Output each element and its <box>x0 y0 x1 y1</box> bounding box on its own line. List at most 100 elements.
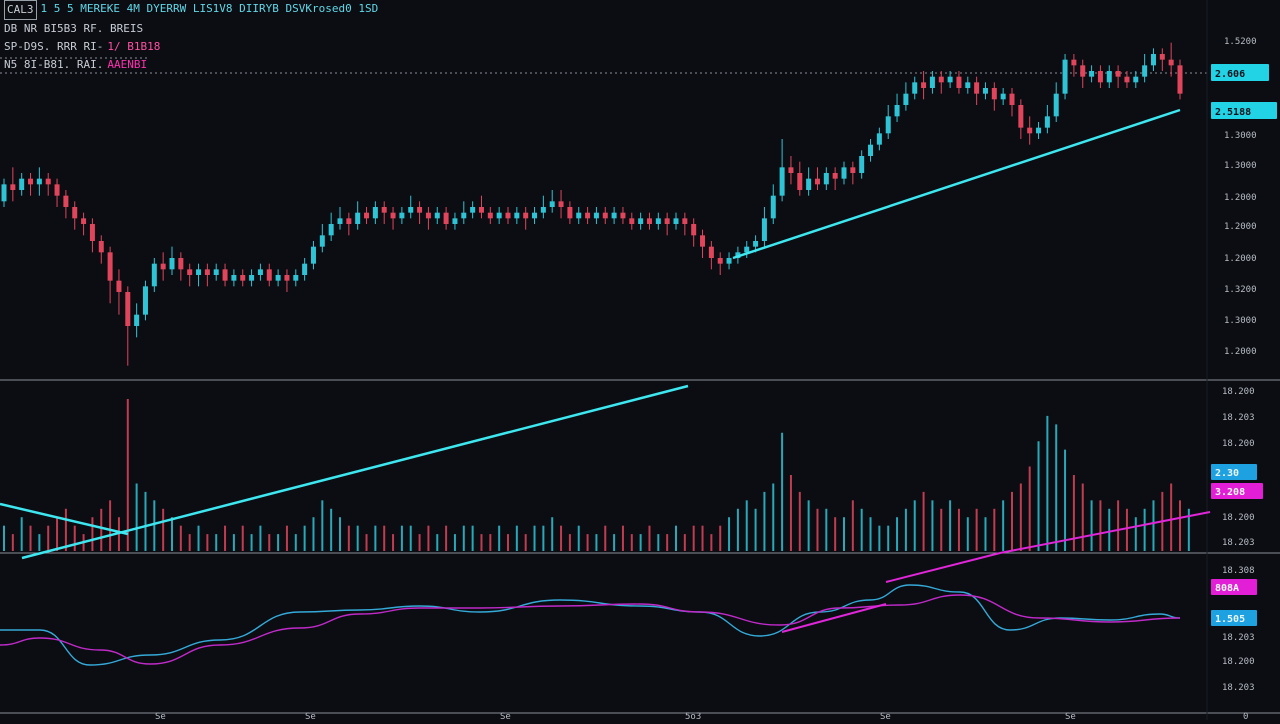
macd-panel[interactable] <box>0 584 1181 666</box>
candle-body <box>107 252 113 281</box>
candle-body <box>1044 116 1050 128</box>
trend-lines[interactable] <box>0 108 1211 633</box>
candle <box>134 303 140 338</box>
candle <box>89 218 95 253</box>
candle <box>761 207 767 247</box>
candle <box>169 246 175 275</box>
macd-badge-blue-text: 1.505 <box>1215 614 1245 625</box>
candle <box>275 269 281 287</box>
candle <box>859 150 865 179</box>
candle <box>1044 105 1050 134</box>
candle <box>54 178 60 207</box>
candle <box>708 241 714 270</box>
candle-body <box>841 167 847 179</box>
candle <box>28 173 34 196</box>
candle <box>1106 65 1112 88</box>
candle <box>1159 48 1165 71</box>
candle <box>806 167 812 196</box>
candle-body <box>532 212 538 219</box>
candle-body <box>434 212 440 219</box>
candle <box>850 161 856 185</box>
candle-body <box>602 212 608 219</box>
candle-body <box>1142 65 1148 77</box>
symbol-box[interactable]: CAL3 <box>4 0 37 20</box>
candle <box>700 229 706 258</box>
candle-body <box>717 258 723 264</box>
candle-body <box>169 258 175 270</box>
candle-body <box>142 286 148 315</box>
candle <box>841 161 847 185</box>
candle-body <box>761 218 767 241</box>
candle <box>178 252 184 281</box>
candle <box>974 76 980 105</box>
candle <box>1168 42 1174 77</box>
candle-body <box>478 207 484 213</box>
candle <box>1080 59 1086 88</box>
candle <box>638 212 644 230</box>
candle <box>593 207 599 224</box>
candle <box>646 212 652 230</box>
candle <box>470 201 476 219</box>
candle-body <box>956 76 962 88</box>
candle-body <box>1168 59 1174 66</box>
candle <box>982 82 988 100</box>
candle <box>576 207 582 224</box>
candle <box>1018 99 1024 139</box>
price-badge-high-text: 2.606 <box>1215 69 1245 80</box>
candle-body <box>390 212 396 219</box>
price-tick-label: 1.5200 <box>1224 37 1257 47</box>
macd-tick-label: 18.203 <box>1222 633 1255 643</box>
candle-body <box>779 167 785 196</box>
time-tick-label: 0 <box>1243 712 1248 720</box>
candle <box>1036 122 1042 139</box>
price-candles[interactable] <box>1 42 1183 366</box>
candle-body <box>328 224 334 236</box>
candle-body <box>89 224 95 241</box>
candle <box>823 167 829 190</box>
price-badge-high: 2.606 <box>1211 64 1269 81</box>
legend-row-3: N5 8I-B81. RAI. AAENBI <box>4 56 378 74</box>
candle-body <box>302 263 308 275</box>
macd-tick-label: 18.200 <box>1222 657 1255 667</box>
candle-body <box>788 167 794 173</box>
candle-body <box>443 212 449 224</box>
candle-body <box>310 246 316 264</box>
legend-text-2: SP-D9S. RRR RI- <box>4 40 104 53</box>
candle-body <box>452 218 458 224</box>
candle-body <box>275 275 281 281</box>
legend-row-0: CAL3 1 5 5 MEREKE 4M DYERRW LIS1V8 DIIRY… <box>4 0 378 20</box>
candle-body <box>585 212 591 219</box>
legend-text-0: 1 5 5 MEREKE 4M DYERRW LIS1V8 DIIRYB DSV… <box>40 2 379 15</box>
volume-histogram[interactable] <box>3 399 1190 551</box>
candle <box>10 167 16 202</box>
candle <box>63 190 69 219</box>
candle-body <box>1089 71 1095 77</box>
price-badge-current: 2.5188 <box>1211 102 1277 119</box>
candle-body <box>850 167 856 173</box>
candle-body <box>240 275 246 281</box>
candle <box>408 195 414 219</box>
candle-body <box>319 235 325 247</box>
candle <box>1097 65 1103 88</box>
volume-tick-label: 18.203 <box>1222 538 1255 548</box>
candle <box>912 76 918 100</box>
candle <box>779 139 785 202</box>
candle-body <box>399 212 405 219</box>
candle-body <box>72 207 78 219</box>
candle <box>116 269 122 315</box>
candle <box>443 207 449 230</box>
candle-body <box>1159 54 1165 60</box>
macd-tick-label: 18.203 <box>1222 683 1255 693</box>
candle-body <box>947 76 953 83</box>
price-badge-current-text: 2.5188 <box>1215 107 1251 118</box>
candle-body <box>638 218 644 224</box>
price-tick-label: 1.2000 <box>1224 222 1257 232</box>
candle <box>1009 88 1015 117</box>
time-tick-label: Se <box>500 712 511 720</box>
candle <box>142 280 148 321</box>
candle <box>372 201 378 224</box>
candle <box>187 263 193 287</box>
candle-body <box>346 218 352 224</box>
